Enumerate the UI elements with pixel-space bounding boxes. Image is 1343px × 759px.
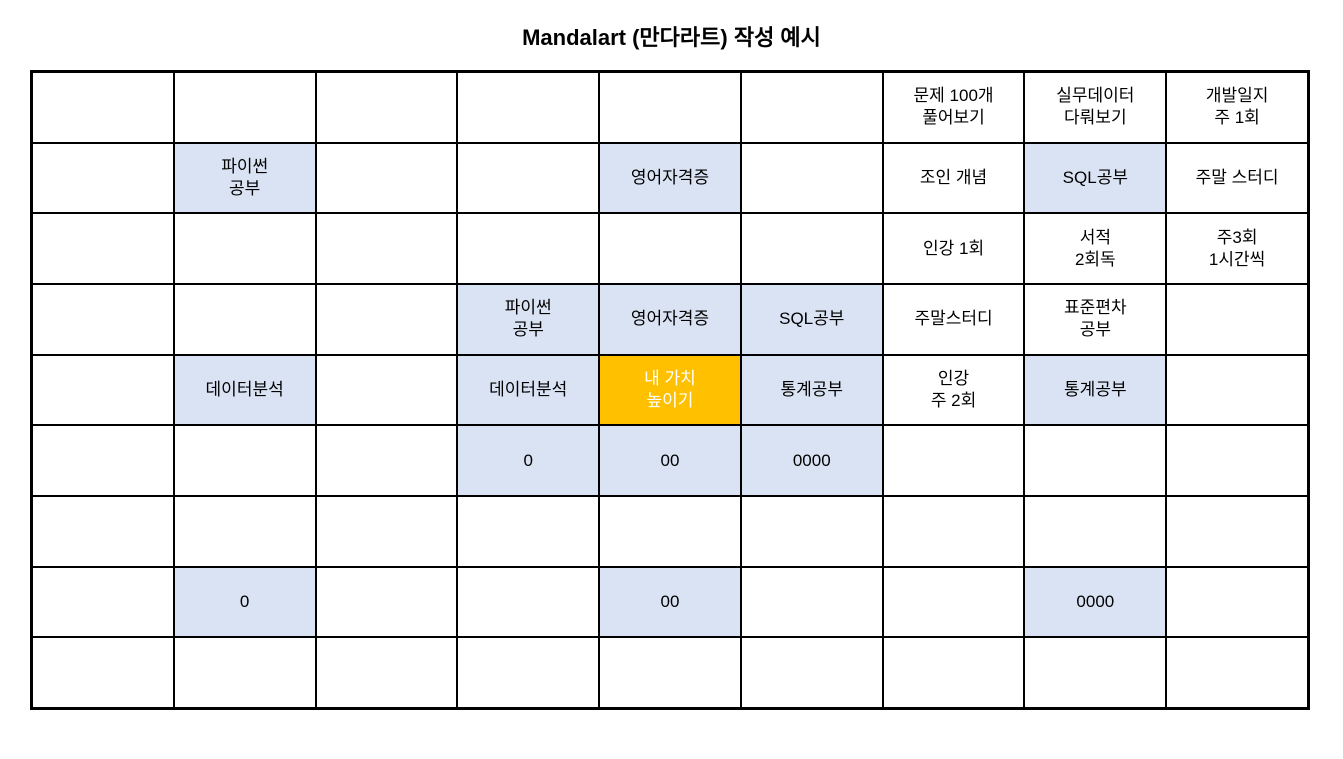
mandalart-cell: 통계공부 [1024, 355, 1166, 426]
mandalart-cell [316, 567, 458, 638]
mandalart-cell [32, 213, 174, 284]
mandalart-cell: 0 [174, 567, 316, 638]
mandalart-cell [174, 284, 316, 355]
mandalart-cell [32, 284, 174, 355]
mandalart-cell [174, 213, 316, 284]
mandalart-grid: 문제 100개 풀어보기실무데이터 다뤄보기개발일지 주 1회파이썬 공부영어자… [30, 70, 1310, 710]
mandalart-cell: 내 가치 높이기 [599, 355, 741, 426]
mandalart-cell [1166, 496, 1308, 567]
mandalart-cell: 0000 [1024, 567, 1166, 638]
mandalart-cell: 인강 1회 [883, 213, 1025, 284]
mandalart-cell [316, 72, 458, 143]
mandalart-cell: 파이썬 공부 [174, 143, 316, 214]
mandalart-cell: 문제 100개 풀어보기 [883, 72, 1025, 143]
mandalart-cell [1024, 637, 1166, 708]
mandalart-cell [599, 496, 741, 567]
page-title: Mandalart (만다라트) 작성 예시 [30, 20, 1313, 52]
mandalart-cell: 주말스터디 [883, 284, 1025, 355]
mandalart-cell: 데이터분석 [174, 355, 316, 426]
mandalart-cell [1166, 284, 1308, 355]
mandalart-cell [32, 637, 174, 708]
mandalart-cell [32, 143, 174, 214]
mandalart-cell [174, 637, 316, 708]
mandalart-cell: 데이터분석 [457, 355, 599, 426]
mandalart-cell [316, 355, 458, 426]
mandalart-cell [1166, 637, 1308, 708]
mandalart-cell: 실무데이터 다뤄보기 [1024, 72, 1166, 143]
mandalart-cell [883, 425, 1025, 496]
mandalart-cell [32, 425, 174, 496]
mandalart-cell [1024, 496, 1166, 567]
mandalart-cell [32, 72, 174, 143]
mandalart-cell [457, 637, 599, 708]
mandalart-cell: 영어자격증 [599, 143, 741, 214]
mandalart-cell: 서적 2회독 [1024, 213, 1166, 284]
mandalart-cell [1166, 425, 1308, 496]
mandalart-cell [741, 213, 883, 284]
mandalart-cell: 주말 스터디 [1166, 143, 1308, 214]
mandalart-cell: 인강 주 2회 [883, 355, 1025, 426]
mandalart-cell [457, 143, 599, 214]
mandalart-cell: 개발일지 주 1회 [1166, 72, 1308, 143]
mandalart-cell [457, 567, 599, 638]
mandalart-cell [599, 213, 741, 284]
mandalart-cell [741, 496, 883, 567]
mandalart-cell [457, 213, 599, 284]
mandalart-cell [1166, 567, 1308, 638]
mandalart-cell [883, 567, 1025, 638]
mandalart-cell: 주3회 1시간씩 [1166, 213, 1308, 284]
mandalart-cell [741, 567, 883, 638]
mandalart-cell [316, 425, 458, 496]
mandalart-cell: 00 [599, 425, 741, 496]
mandalart-cell: 0000 [741, 425, 883, 496]
mandalart-cell [316, 213, 458, 284]
mandalart-cell [883, 496, 1025, 567]
mandalart-cell [1024, 425, 1166, 496]
mandalart-cell: 영어자격증 [599, 284, 741, 355]
mandalart-cell [741, 637, 883, 708]
mandalart-cell: 0 [457, 425, 599, 496]
mandalart-cell [883, 637, 1025, 708]
mandalart-cell [316, 637, 458, 708]
mandalart-cell [457, 496, 599, 567]
mandalart-cell [741, 143, 883, 214]
mandalart-cell [32, 355, 174, 426]
mandalart-cell: 파이썬 공부 [457, 284, 599, 355]
mandalart-cell [457, 72, 599, 143]
mandalart-cell [316, 284, 458, 355]
mandalart-cell [1166, 355, 1308, 426]
mandalart-cell: SQL공부 [741, 284, 883, 355]
mandalart-cell [174, 72, 316, 143]
mandalart-cell: SQL공부 [1024, 143, 1166, 214]
mandalart-cell [174, 425, 316, 496]
mandalart-cell: 00 [599, 567, 741, 638]
mandalart-cell [316, 143, 458, 214]
mandalart-cell [32, 496, 174, 567]
mandalart-cell: 조인 개념 [883, 143, 1025, 214]
mandalart-cell: 표준편차 공부 [1024, 284, 1166, 355]
mandalart-cell [32, 567, 174, 638]
mandalart-cell [599, 72, 741, 143]
mandalart-cell [174, 496, 316, 567]
mandalart-cell [316, 496, 458, 567]
mandalart-cell [741, 72, 883, 143]
mandalart-cell: 통계공부 [741, 355, 883, 426]
mandalart-cell [599, 637, 741, 708]
